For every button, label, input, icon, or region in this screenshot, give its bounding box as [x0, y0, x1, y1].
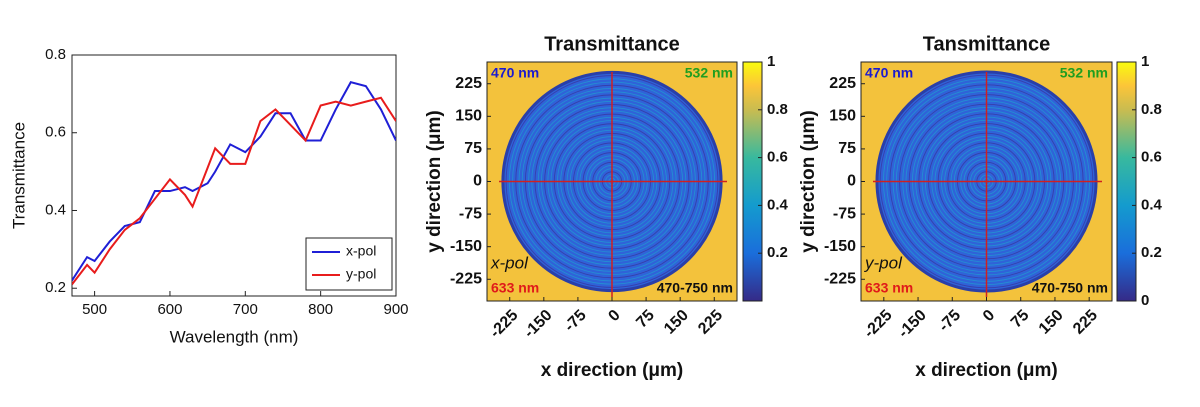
y-tick-label: 0.4 [45, 201, 66, 218]
chart-title: Transmittance [544, 33, 680, 55]
y-axis-label: y direction (μm) [424, 110, 445, 253]
x-tick-label: -225 [861, 307, 896, 342]
y-tick-label: 75 [838, 140, 856, 157]
colorbar-tick-label: 1 [1141, 53, 1149, 70]
x-tick-label: -75 [561, 307, 589, 335]
y-axis-label: Transmittance [9, 122, 28, 229]
corner-annotation: 633 nm [865, 280, 913, 296]
y-tick-label: 225 [455, 75, 482, 92]
legend-box [305, 237, 393, 291]
y-tick-label: -75 [459, 205, 482, 222]
y-tick-label: 225 [829, 75, 856, 92]
y-tick-label: 75 [464, 140, 482, 157]
x-tick-label: 225 [1070, 307, 1101, 338]
y-tick-label: -75 [833, 205, 856, 222]
y-tick-label: -150 [450, 238, 482, 255]
legend-label: x-pol [346, 243, 376, 259]
x-tick-label: 75 [1008, 307, 1033, 332]
corner-annotation: 470-750 nm [1032, 280, 1108, 296]
x-tick-label: 700 [233, 301, 258, 318]
y-tick-label: -225 [450, 270, 482, 287]
corner-annotation: 470 nm [865, 65, 913, 81]
corner-annotation: 470-750 nm [657, 280, 733, 296]
colorbar-tick-label: 0.6 [767, 149, 788, 166]
x-tick-label: 500 [82, 301, 107, 318]
colorbar-tick-label: 0.2 [767, 244, 788, 261]
x-tick-label: -225 [487, 307, 522, 342]
chart-title: Tansmittance [923, 33, 1050, 55]
y-axis-label: y direction (μm) [798, 110, 819, 253]
y-tick-label: 0 [473, 173, 482, 190]
x-tick-label: 0 [980, 307, 998, 325]
corner-annotation: 532 nm [685, 65, 733, 81]
corner-annotation: 470 nm [491, 65, 539, 81]
line-series [72, 81, 396, 281]
x-tick-label: 150 [661, 307, 692, 338]
colorbar-tick-label: 0.4 [1141, 196, 1163, 213]
plot-frame [71, 54, 397, 297]
colorbar-tick-label: 0.8 [1141, 101, 1162, 118]
x-tick-label: -150 [521, 307, 556, 342]
x-tick-label: 150 [1036, 307, 1067, 338]
colorbar-tick-label: 0 [1141, 292, 1149, 309]
x-tick-label: 600 [157, 301, 182, 318]
x-tick-label: 900 [383, 301, 408, 318]
y-tick-label: 0.6 [45, 124, 66, 141]
x-tick-label: -75 [936, 307, 964, 335]
y-tick-label: 150 [829, 108, 856, 125]
corner-annotation: y-pol [864, 253, 903, 272]
colorbar-tick-label: 1 [767, 53, 775, 70]
colorbar [1116, 61, 1137, 302]
x-tick-label: 0 [605, 307, 623, 325]
x-tick-label: -150 [895, 307, 930, 342]
y-tick-label: 0.8 [45, 46, 66, 63]
corner-annotation: x-pol [490, 253, 529, 272]
colorbar-tick-label: 0.2 [1141, 244, 1162, 261]
x-axis-label: x direction (μm) [541, 360, 684, 381]
colorbar [742, 61, 763, 302]
corner-annotation: 633 nm [491, 280, 539, 296]
x-tick-label: 75 [633, 307, 658, 332]
y-tick-label: -150 [824, 238, 856, 255]
y-tick-label: 150 [455, 108, 482, 125]
legend-label: y-pol [346, 266, 376, 282]
y-tick-label: -225 [824, 270, 856, 287]
colorbar-tick-label: 0.8 [767, 101, 788, 118]
x-axis-label: Wavelength (nm) [170, 327, 299, 346]
corner-annotation: 532 nm [1060, 65, 1108, 81]
x-tick-label: 225 [695, 307, 726, 338]
y-tick-label: 0 [847, 173, 856, 190]
x-tick-label: 800 [308, 301, 333, 318]
line-series [72, 96, 396, 285]
x-axis-label: x direction (μm) [915, 360, 1058, 381]
colorbar-tick-label: 0.4 [767, 196, 789, 213]
y-tick-label: 0.2 [45, 279, 66, 296]
colorbar-tick-label: 0.6 [1141, 149, 1162, 166]
